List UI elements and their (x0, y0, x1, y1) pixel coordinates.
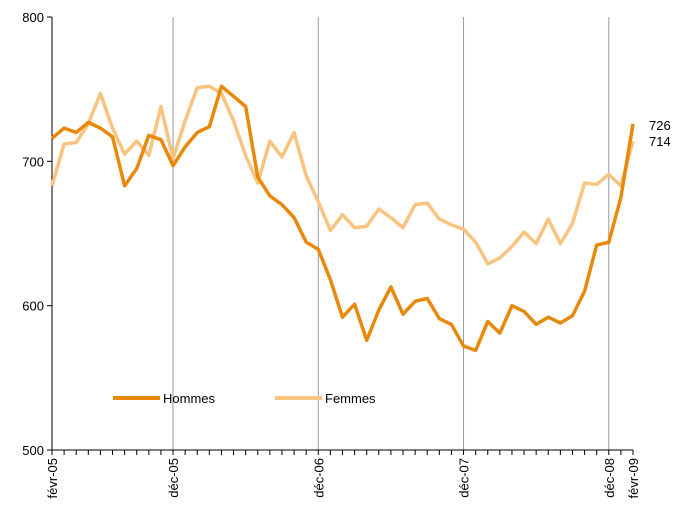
y-tick-label: 700 (22, 154, 44, 169)
end-label: 714 (649, 134, 671, 149)
legend-label: Femmes (325, 391, 376, 406)
line (50, 84, 635, 353)
line (50, 84, 635, 266)
y-tick-label: 500 (22, 443, 44, 458)
x-tick-label: déc-05 (166, 458, 181, 498)
x-tick-label: déc-06 (311, 458, 326, 498)
x-tick-label: févr-05 (45, 458, 60, 498)
y-tick-label: 800 (22, 10, 44, 25)
legend-label: Hommes (163, 391, 216, 406)
x-tick-label: déc-07 (457, 458, 472, 498)
y-tick-label: 600 (22, 299, 44, 314)
end-label: 726 (649, 118, 671, 133)
x-tick-label: déc-08 (602, 458, 617, 498)
x-tick-label: févr-09 (626, 458, 641, 498)
